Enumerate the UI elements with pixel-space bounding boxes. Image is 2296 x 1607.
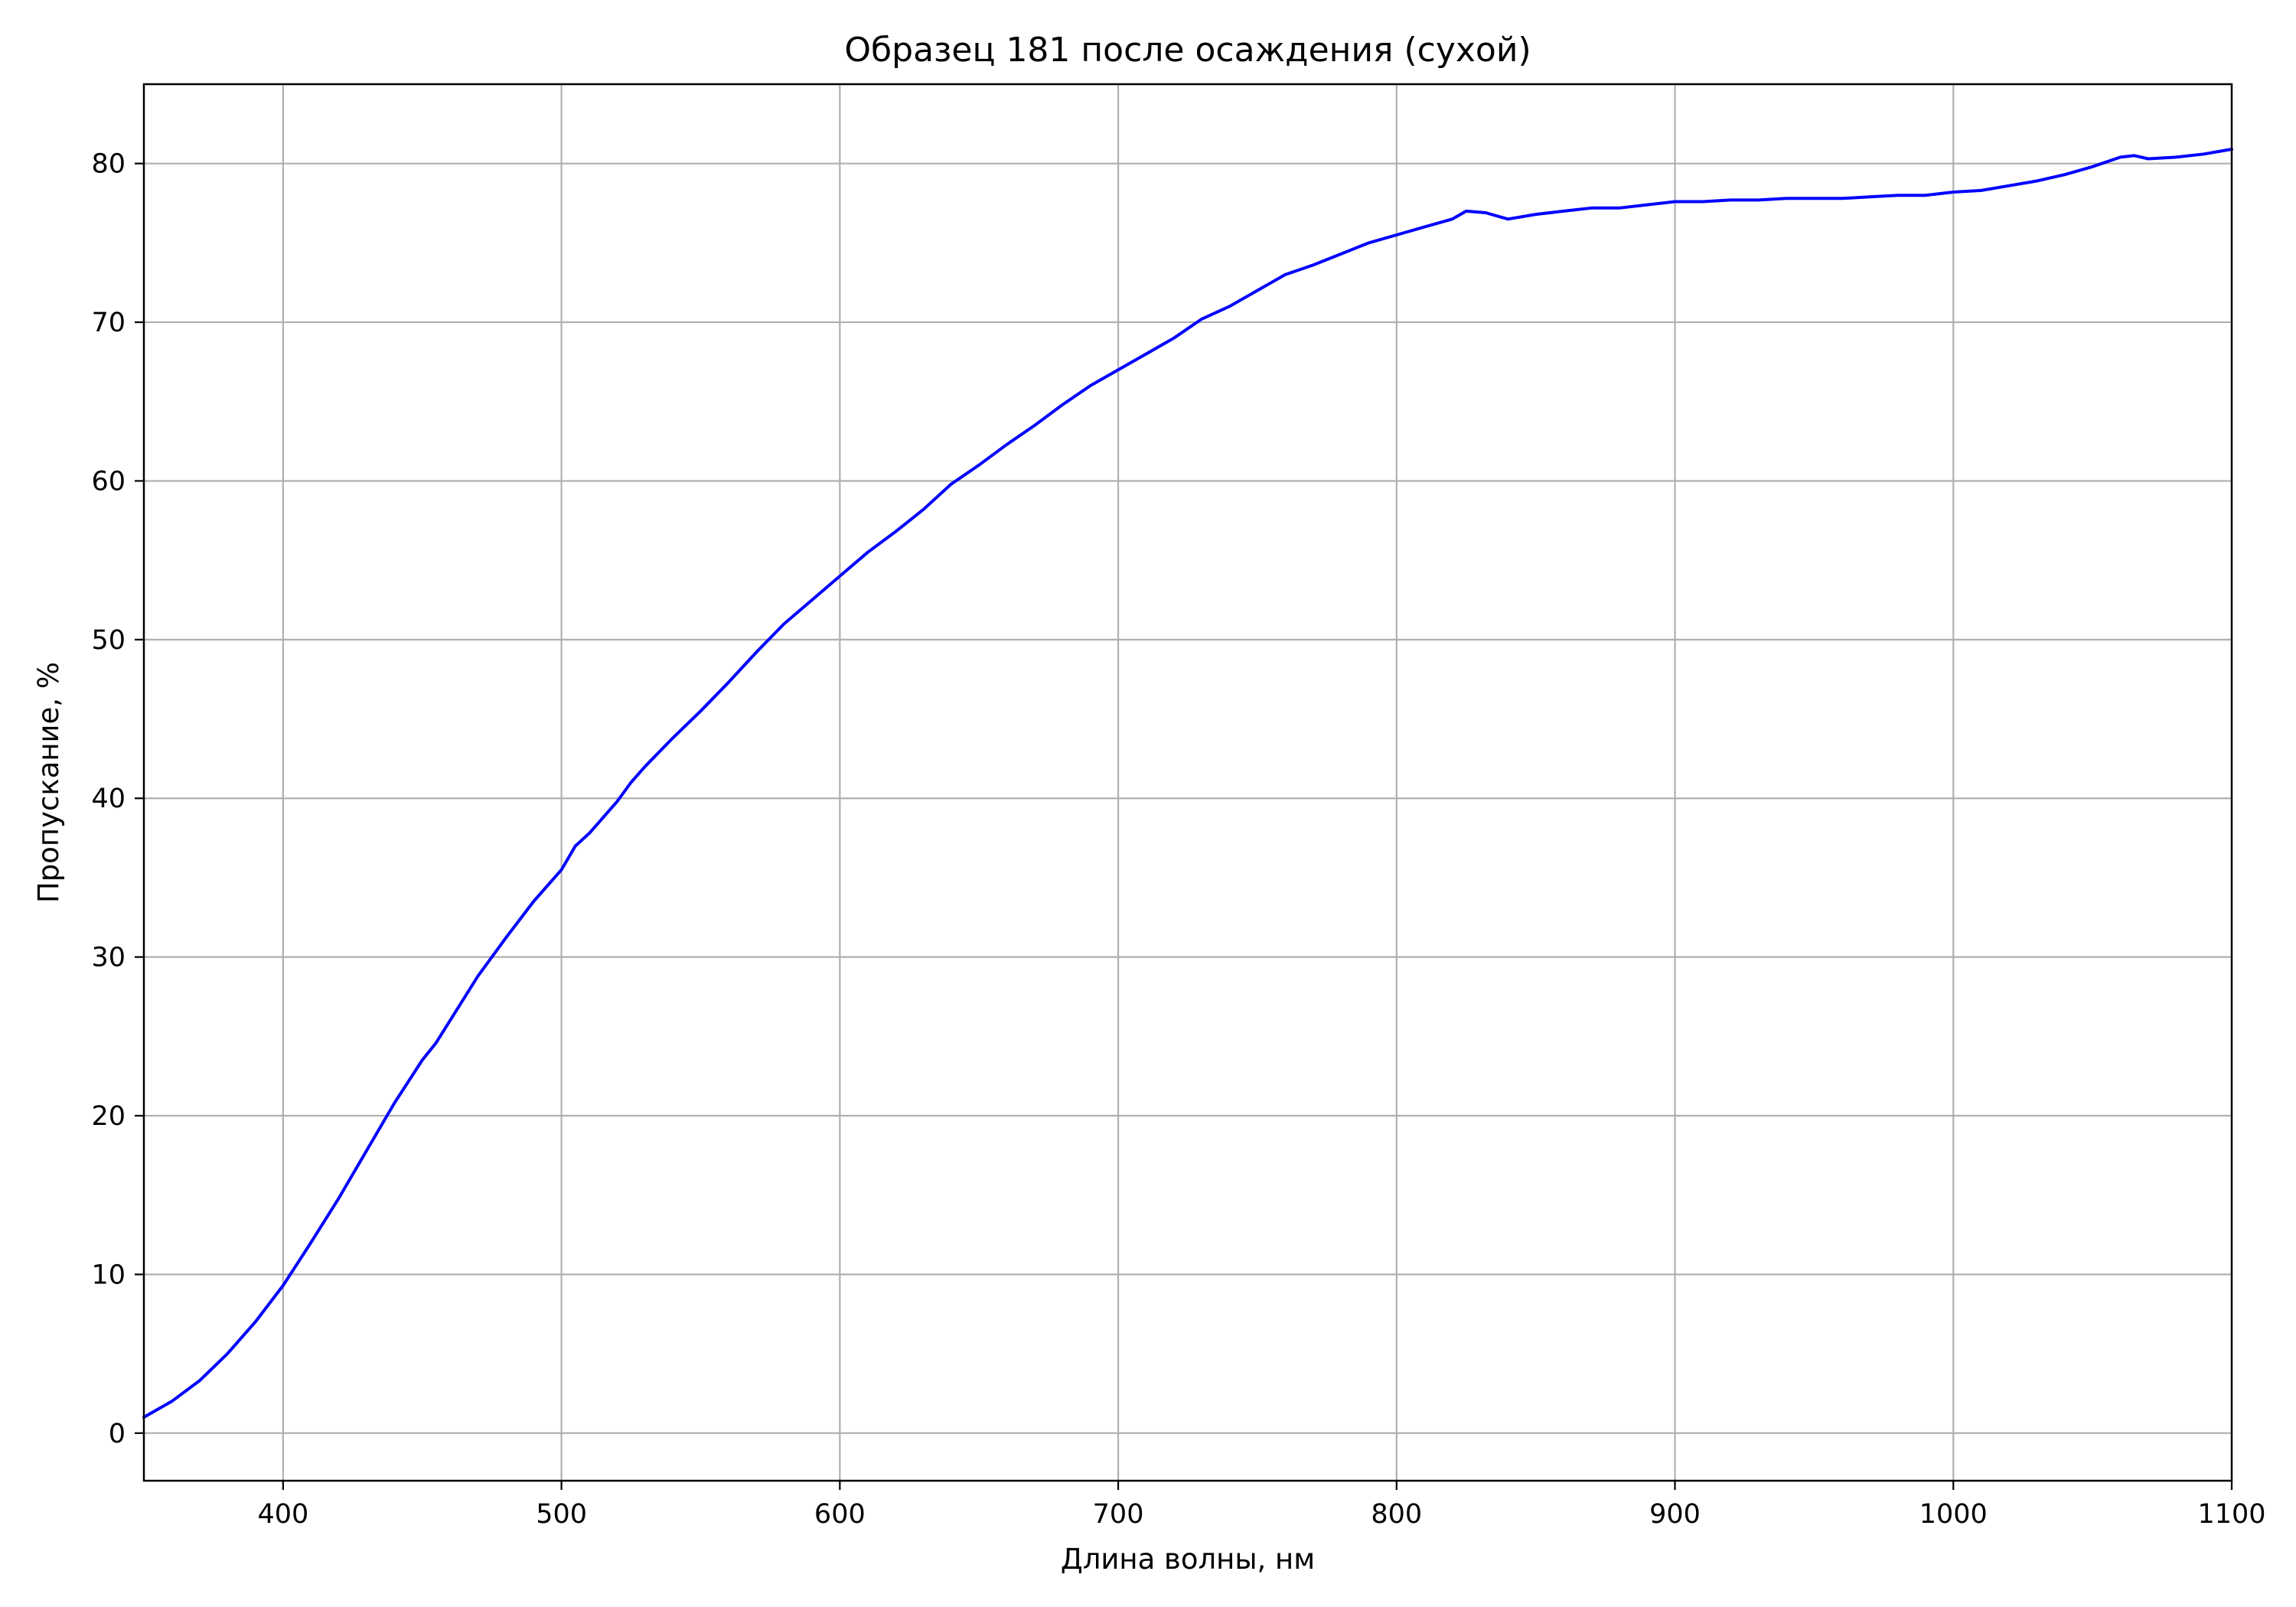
series-layer bbox=[142, 148, 2233, 1419]
x-tick-label: 500 bbox=[536, 1499, 587, 1530]
y-tick-label: 0 bbox=[109, 1419, 126, 1449]
series-line bbox=[142, 148, 2233, 1419]
y-tick-label: 70 bbox=[91, 308, 126, 338]
y-tick-label: 80 bbox=[91, 149, 126, 180]
x-axis: 400 500 600 700 800 900 1000 1100 bbox=[257, 1481, 2266, 1530]
y-tick-label: 60 bbox=[91, 466, 126, 497]
plot-area-frame bbox=[142, 83, 2233, 1482]
x-tick-label: 1100 bbox=[2197, 1499, 2265, 1530]
y-tick-label: 50 bbox=[91, 625, 126, 656]
x-tick-label: 400 bbox=[257, 1499, 308, 1530]
y-tick-label: 30 bbox=[91, 943, 126, 973]
y-tick-label: 10 bbox=[91, 1260, 126, 1290]
chart-title: Образец 181 после осаждения (сухой) bbox=[844, 31, 1531, 70]
x-tick-label: 800 bbox=[1371, 1499, 1422, 1530]
y-tick-label: 40 bbox=[91, 784, 126, 814]
x-tick-label: 700 bbox=[1093, 1499, 1144, 1530]
x-tick-label: 900 bbox=[1649, 1499, 1701, 1530]
x-tick-label: 600 bbox=[814, 1499, 866, 1530]
x-axis-label: Длина волны, нм bbox=[1061, 1543, 1315, 1576]
y-axis: 0 10 20 30 40 50 60 70 80 bbox=[91, 149, 144, 1449]
y-tick-label: 20 bbox=[91, 1101, 126, 1132]
y-axis-label: Пропускание, % bbox=[32, 662, 65, 903]
x-tick-label: 1000 bbox=[1919, 1499, 1988, 1530]
